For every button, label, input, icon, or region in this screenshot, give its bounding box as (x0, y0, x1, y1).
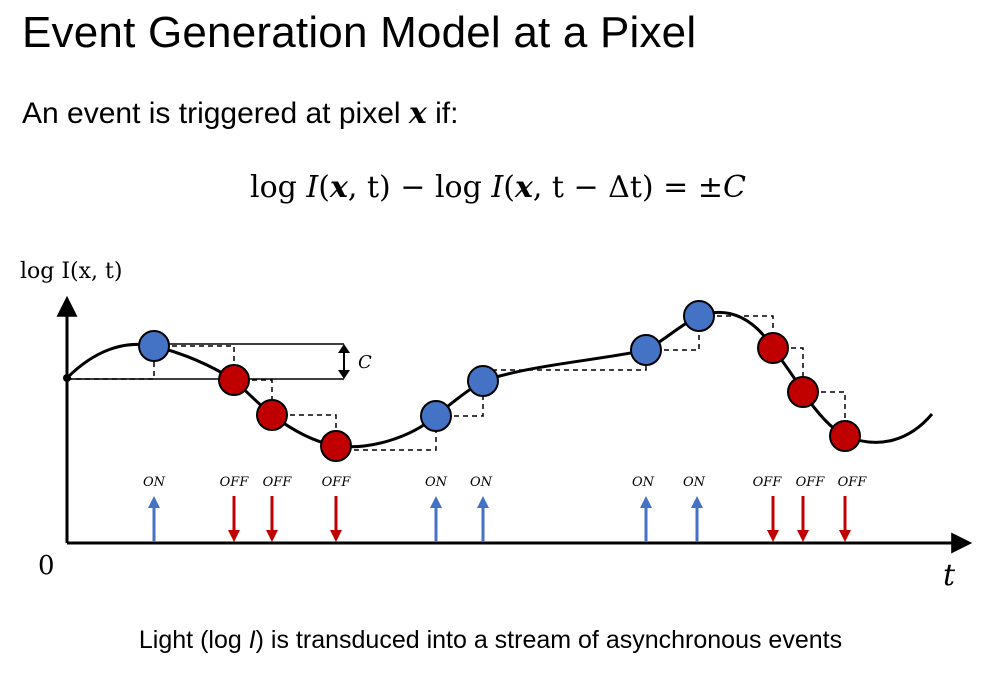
off-arrow-10-head (797, 530, 809, 542)
threshold-arrow-head-bottom (338, 370, 350, 379)
eq-log-2: log (434, 170, 482, 205)
origin-label: 0 (38, 551, 55, 581)
event-label-9: OFF (753, 475, 783, 490)
event-label-1: ON (143, 475, 166, 490)
off-arrow-2-head (228, 530, 240, 542)
off-arrow-4-head (330, 530, 342, 542)
event-dot-2 (218, 364, 250, 396)
on-arrow-8-head (691, 496, 703, 508)
eq-x-1: x (330, 170, 348, 205)
eq-x-2: x (514, 170, 533, 205)
caption-suffix: ) is transduced into a stream of asynchr… (255, 626, 843, 654)
event-arrows (148, 496, 851, 542)
off-arrow-9-head (767, 530, 779, 542)
eq-args1-close: , t) (347, 170, 391, 205)
event-label-5: ON (425, 475, 448, 490)
eq-equals: = ± (653, 170, 723, 205)
off-arrow-3-head (266, 530, 278, 542)
event-dots (138, 300, 861, 462)
event-dot-7 (630, 334, 662, 366)
event-labels: ON OFF OFF OFF ON ON ON ON OFF OFF OFF (143, 475, 867, 490)
caption-intensity: I (248, 626, 256, 654)
event-label-10: OFF (796, 475, 826, 490)
on-arrow-7-head (640, 496, 652, 508)
on-arrow-1-head (148, 496, 160, 508)
eq-args2-open: ( (503, 170, 515, 205)
curve-start-dot (63, 374, 71, 382)
event-dot-3 (256, 399, 288, 431)
subtitle: An event is triggered at pixel x if: (22, 96, 458, 131)
event-label-2: OFF (220, 475, 250, 490)
subtitle-suffix: if: (426, 97, 459, 130)
threshold-arrow-head-top (338, 344, 350, 353)
event-dot-11 (829, 420, 861, 452)
eq-intensity-1: I (306, 170, 319, 205)
subtitle-prefix: An event is triggered at pixel (22, 97, 409, 130)
x-axis-label: t (943, 558, 956, 593)
event-dot-10 (787, 376, 819, 408)
eq-args2-close: , t − Δt) (532, 170, 654, 205)
off-arrow-11-head (839, 530, 851, 542)
event-equation: log I(x, t) − log I(x, t − Δt) = ±C (250, 170, 746, 205)
subtitle-variable: x (408, 96, 427, 131)
event-dot-8 (683, 300, 715, 332)
y-axis-label: log I(x, t) (20, 259, 122, 284)
threshold-label: C (358, 352, 372, 373)
caption-prefix: Light (log (138, 626, 249, 654)
event-label-8: ON (683, 475, 706, 490)
event-dot-5 (420, 400, 452, 432)
event-label-3: OFF (263, 475, 293, 490)
event-label-11: OFF (838, 475, 868, 490)
event-label-6: ON (470, 475, 493, 490)
event-label-7: ON (632, 475, 655, 490)
caption: Light (log I) is transduced into a strea… (0, 626, 981, 655)
on-arrow-6-head (477, 496, 489, 508)
eq-log-1: log (250, 170, 297, 205)
eq-threshold: C (722, 170, 746, 205)
eq-minus: − (390, 170, 435, 205)
event-label-4: OFF (322, 475, 352, 490)
event-dot-9 (757, 332, 789, 364)
on-arrow-5-head (430, 496, 442, 508)
event-dot-1 (138, 330, 170, 362)
event-dot-4 (320, 430, 352, 462)
eq-args1-open: ( (318, 170, 330, 205)
eq-intensity-2: I (491, 170, 504, 205)
event-dot-6 (467, 365, 499, 397)
page-title: Event Generation Model at a Pixel (22, 8, 697, 57)
reconstruction-staircase (67, 315, 846, 451)
